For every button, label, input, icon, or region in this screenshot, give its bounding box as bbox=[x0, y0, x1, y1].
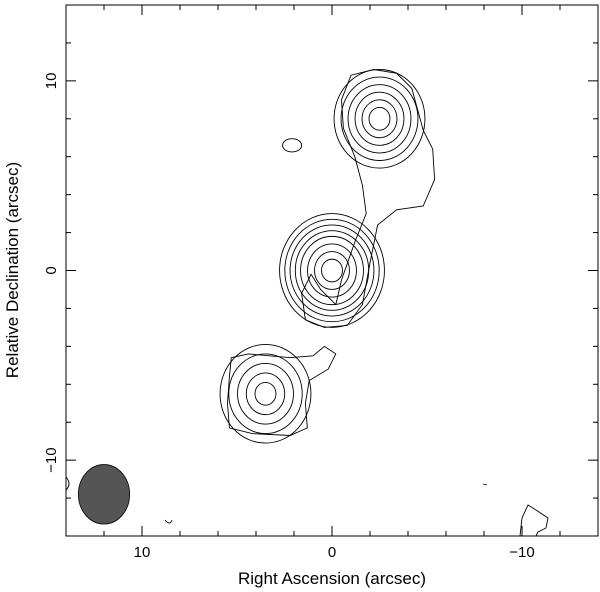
core-contour-ring bbox=[294, 230, 370, 311]
south-lobe-contour-ring bbox=[228, 353, 303, 435]
tick-label-layer: 10 0 −10 10 0 −10 bbox=[43, 73, 535, 561]
north-lobe-contour-ring bbox=[333, 69, 426, 169]
north-lobe-contour-ring bbox=[347, 84, 412, 154]
edge-fragment bbox=[65, 476, 70, 491]
north-lobe-contour-ring bbox=[340, 76, 419, 161]
core-contour-ring bbox=[279, 213, 385, 328]
x-tick-label: 0 bbox=[328, 544, 336, 561]
x-tick-label: 10 bbox=[134, 544, 151, 561]
outer-contour bbox=[301, 69, 436, 328]
beam-ellipse bbox=[77, 464, 131, 525]
y-tick-label: 10 bbox=[43, 73, 60, 90]
north-lobe-contour-ring bbox=[354, 91, 405, 146]
x-axis-label: Right Ascension (arcsec) bbox=[238, 569, 426, 588]
y-tick-label: 0 bbox=[43, 266, 60, 274]
core-contour-ring bbox=[284, 218, 380, 323]
south-lobe-contour-ring bbox=[219, 344, 312, 444]
north-lobe-contour-ring bbox=[368, 106, 391, 131]
core-contour-ring bbox=[314, 251, 350, 290]
core-contour-ring bbox=[300, 235, 364, 306]
edge-fragment bbox=[164, 519, 173, 524]
core-contour-ring bbox=[307, 243, 357, 298]
core-contour-ring bbox=[289, 224, 375, 317]
outer-contour bbox=[227, 345, 337, 436]
north-lobe-contour-ring bbox=[361, 99, 398, 139]
south-lobe-contour-ring bbox=[245, 372, 286, 416]
x-tick-label: −10 bbox=[509, 544, 534, 561]
y-tick-label: −10 bbox=[43, 447, 60, 472]
edge-fragment bbox=[519, 504, 549, 537]
contour-layer bbox=[65, 69, 549, 537]
south-lobe-contour-ring bbox=[237, 362, 294, 425]
core-contour-ring bbox=[321, 258, 343, 283]
tick-layer bbox=[65, 4, 599, 537]
south-lobe-contour-ring bbox=[254, 381, 277, 406]
y-axis-label: Relative Declination (arcsec) bbox=[3, 162, 22, 378]
edge-fragment bbox=[482, 483, 488, 486]
plot-frame bbox=[65, 4, 599, 537]
island-contour bbox=[282, 138, 303, 153]
